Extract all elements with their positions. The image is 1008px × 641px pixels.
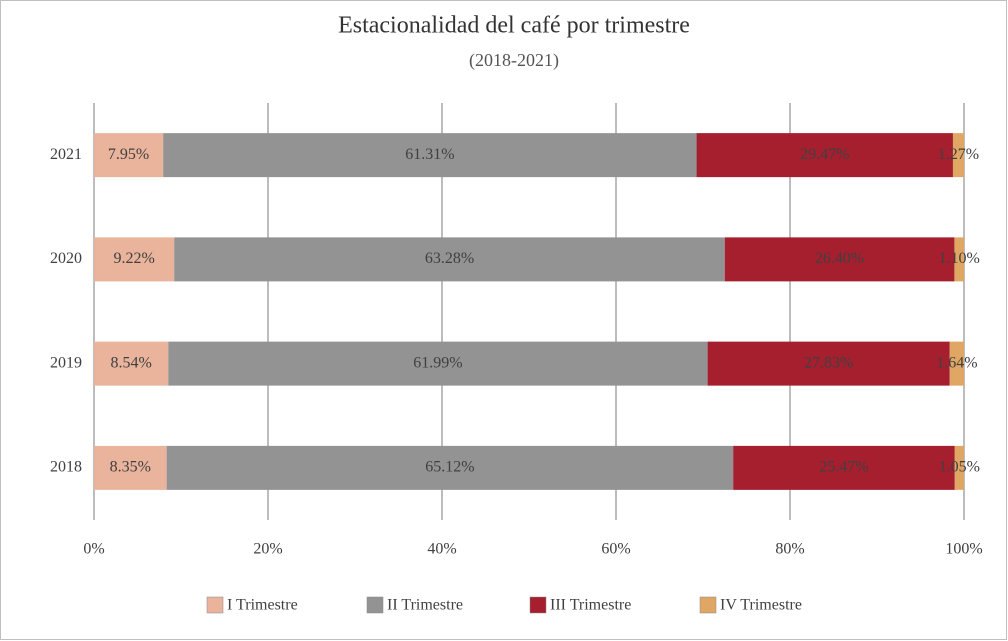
bar-segment	[94, 445, 167, 490]
data-label: 1.64%	[936, 354, 977, 371]
x-tick-label: 40%	[427, 541, 456, 558]
data-label: 65.12%	[425, 459, 474, 476]
bar-segment	[733, 445, 955, 490]
y-tick-label: 2018	[50, 459, 82, 476]
legend-label: II Trimestre	[387, 597, 463, 614]
data-label: 29.47%	[800, 146, 849, 163]
legend-swatch	[529, 596, 547, 614]
data-label: 26.40%	[815, 250, 864, 267]
bar-segment	[949, 341, 964, 386]
data-label: 25.47%	[819, 459, 868, 476]
bar-segment	[707, 341, 950, 386]
legend-swatch	[206, 596, 224, 614]
legend-label: III Trimestre	[550, 597, 631, 614]
data-label: 8.54%	[110, 354, 151, 371]
data-label: 61.31%	[405, 146, 454, 163]
bar-segment	[954, 445, 964, 490]
bar-segment	[724, 237, 955, 282]
x-tick-label: 20%	[253, 541, 282, 558]
chart-title: Estacionalidad del café por trimestre	[338, 13, 690, 39]
data-label: 1.05%	[939, 459, 980, 476]
legend-swatch	[366, 596, 384, 614]
x-tick-label: 100%	[945, 541, 982, 558]
bar-segment	[94, 133, 164, 178]
x-tick-label: 0%	[83, 541, 104, 558]
data-label: 1.10%	[939, 250, 980, 267]
bar-segment	[94, 341, 169, 386]
bar-segment	[166, 445, 734, 490]
y-tick-label: 2020	[50, 250, 82, 267]
data-label: 63.28%	[425, 250, 474, 267]
data-label: 9.22%	[113, 250, 154, 267]
legend-label: I Trimestre	[227, 597, 298, 614]
bar-segment	[696, 133, 953, 178]
bar-segment	[174, 237, 725, 282]
data-label: 7.95%	[108, 146, 149, 163]
x-tick-label: 60%	[601, 541, 630, 558]
bar-segment	[954, 237, 964, 282]
y-tick-label: 2021	[50, 146, 82, 163]
data-label: 1.27%	[938, 146, 979, 163]
bar-segment	[168, 341, 708, 386]
data-label: 8.35%	[110, 459, 151, 476]
chart-subtitle: (2018-2021)	[469, 50, 559, 71]
x-tick-label: 80%	[775, 541, 804, 558]
y-tick-label: 2019	[50, 354, 82, 371]
bar-segment	[94, 237, 175, 282]
bar-segment	[163, 133, 697, 178]
bar-segment	[952, 133, 964, 178]
data-label: 27.83%	[804, 354, 853, 371]
data-label: 61.99%	[413, 354, 462, 371]
legend-swatch	[699, 596, 717, 614]
legend-label: IV Trimestre	[720, 597, 802, 614]
